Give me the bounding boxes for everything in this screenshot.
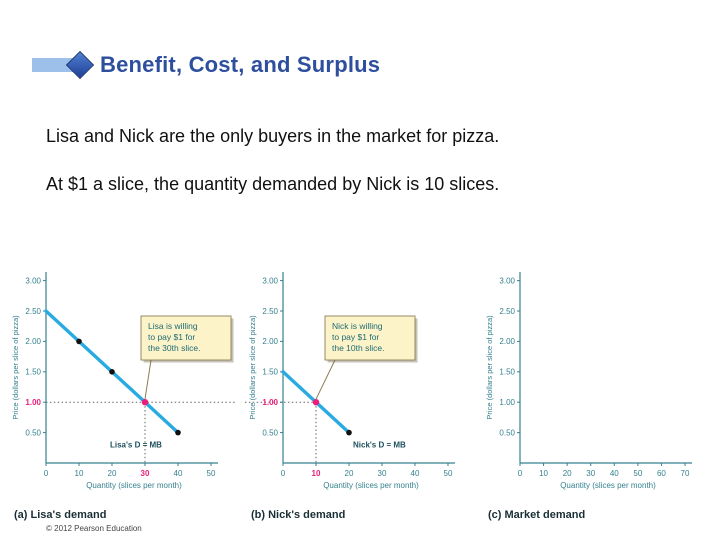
svg-text:40: 40 [610, 469, 619, 478]
svg-text:1.00: 1.00 [262, 398, 278, 407]
svg-text:to pay $1 for: to pay $1 for [148, 332, 195, 342]
svg-text:the 30th slice.: the 30th slice. [148, 343, 200, 353]
svg-text:10: 10 [539, 469, 548, 478]
body-text-line-2: At $1 a slice, the quantity demanded by … [46, 174, 500, 194]
page-title: Benefit, Cost, and Surplus [100, 52, 381, 77]
svg-text:2.00: 2.00 [262, 337, 278, 346]
chart-lisa-demand: 0.50 1.00 1.50 2.00 2.50 3.00 0 10 20 30 40 50 Quant… [8, 254, 235, 521]
svg-text:1.00: 1.00 [25, 398, 41, 407]
svg-text:2.50: 2.50 [25, 307, 41, 316]
chart-nick-demand: 0.50 1.00 1.50 2.00 2.50 3.00 0 10 20 30 40 50 Quant… [245, 254, 472, 521]
svg-text:Price (dollars per slice of pi: Price (dollars per slice of pizza) [485, 315, 494, 420]
svg-text:50: 50 [207, 469, 216, 478]
svg-text:10: 10 [75, 469, 84, 478]
svg-text:50: 50 [633, 469, 642, 478]
body-text-line-1: Lisa and Nick are the only buyers in the… [46, 126, 500, 146]
svg-text:to pay $1 for: to pay $1 for [332, 332, 379, 342]
svg-text:3.00: 3.00 [262, 276, 278, 285]
chart-caption-a: (a) Lisa's demand [14, 509, 107, 521]
lisa-demand-chart-svg: 0.50 1.00 1.50 2.00 2.50 3.00 0 10 20 30 40 50 Quant… [11, 272, 235, 490]
svg-text:1.50: 1.50 [25, 368, 41, 377]
title-bullet [32, 50, 95, 80]
svg-text:Nick is willing: Nick is willing [332, 321, 383, 331]
svg-text:10: 10 [312, 469, 321, 478]
svg-text:Nick's D = MB: Nick's D = MB [353, 441, 406, 450]
svg-text:2.50: 2.50 [499, 307, 515, 316]
nick-demand-chart-svg: 0.50 1.00 1.50 2.00 2.50 3.00 0 10 20 30 40 50 Quant… [245, 272, 455, 490]
svg-text:0: 0 [281, 469, 286, 478]
svg-text:2.00: 2.00 [25, 337, 41, 346]
svg-text:0.50: 0.50 [25, 428, 41, 437]
svg-text:30: 30 [378, 469, 387, 478]
svg-text:Quantity (slices per month): Quantity (slices per month) [323, 481, 419, 490]
market-demand-chart-svg: 0.50 1.00 1.50 2.00 2.50 3.00 0 10 20 30 40 50 60 70 Q… [485, 272, 692, 490]
svg-text:Lisa's D = MB: Lisa's D = MB [110, 441, 162, 450]
svg-text:1.50: 1.50 [262, 368, 278, 377]
svg-text:1.00: 1.00 [499, 398, 515, 407]
svg-text:2.00: 2.00 [499, 337, 515, 346]
svg-text:0: 0 [518, 469, 523, 478]
svg-text:Lisa is willing: Lisa is willing [148, 321, 198, 331]
svg-text:0: 0 [44, 469, 49, 478]
svg-text:30: 30 [586, 469, 595, 478]
svg-text:2.50: 2.50 [262, 307, 278, 316]
svg-text:Quantity (slices per month): Quantity (slices per month) [560, 481, 656, 490]
svg-text:Price (dollars per slice of pi: Price (dollars per slice of pizza) [11, 315, 20, 420]
svg-text:70: 70 [681, 469, 690, 478]
svg-text:40: 40 [174, 469, 183, 478]
diamond-bullet-icon [65, 50, 95, 80]
svg-text:0.50: 0.50 [262, 428, 278, 437]
svg-text:30: 30 [141, 469, 150, 478]
svg-text:1.50: 1.50 [499, 368, 515, 377]
chart-caption-c: (c) Market demand [488, 509, 586, 521]
svg-text:50: 50 [444, 469, 453, 478]
copyright-footer: © 2012 Pearson Education [46, 524, 142, 533]
chart-caption-b: (b) Nick's demand [251, 509, 346, 521]
svg-text:3.00: 3.00 [25, 276, 41, 285]
svg-text:0.50: 0.50 [499, 428, 515, 437]
svg-text:20: 20 [345, 469, 354, 478]
svg-text:20: 20 [108, 469, 117, 478]
chart-market-demand: 0.50 1.00 1.50 2.00 2.50 3.00 0 10 20 30 40 50 60 70 Q… [482, 254, 709, 521]
svg-text:40: 40 [411, 469, 420, 478]
charts-row: 0.50 1.00 1.50 2.00 2.50 3.00 0 10 20 30 40 50 Quant… [8, 254, 709, 521]
svg-text:the 10th slice.: the 10th slice. [332, 343, 384, 353]
svg-text:3.00: 3.00 [499, 276, 515, 285]
svg-text:Quantity (slices per month): Quantity (slices per month) [86, 481, 182, 490]
slide-title-row: Benefit, Cost, and Surplus [32, 50, 381, 80]
svg-text:20: 20 [563, 469, 572, 478]
svg-text:Price (dollars per slice of pi: Price (dollars per slice of pizza) [248, 315, 257, 420]
svg-text:60: 60 [657, 469, 666, 478]
